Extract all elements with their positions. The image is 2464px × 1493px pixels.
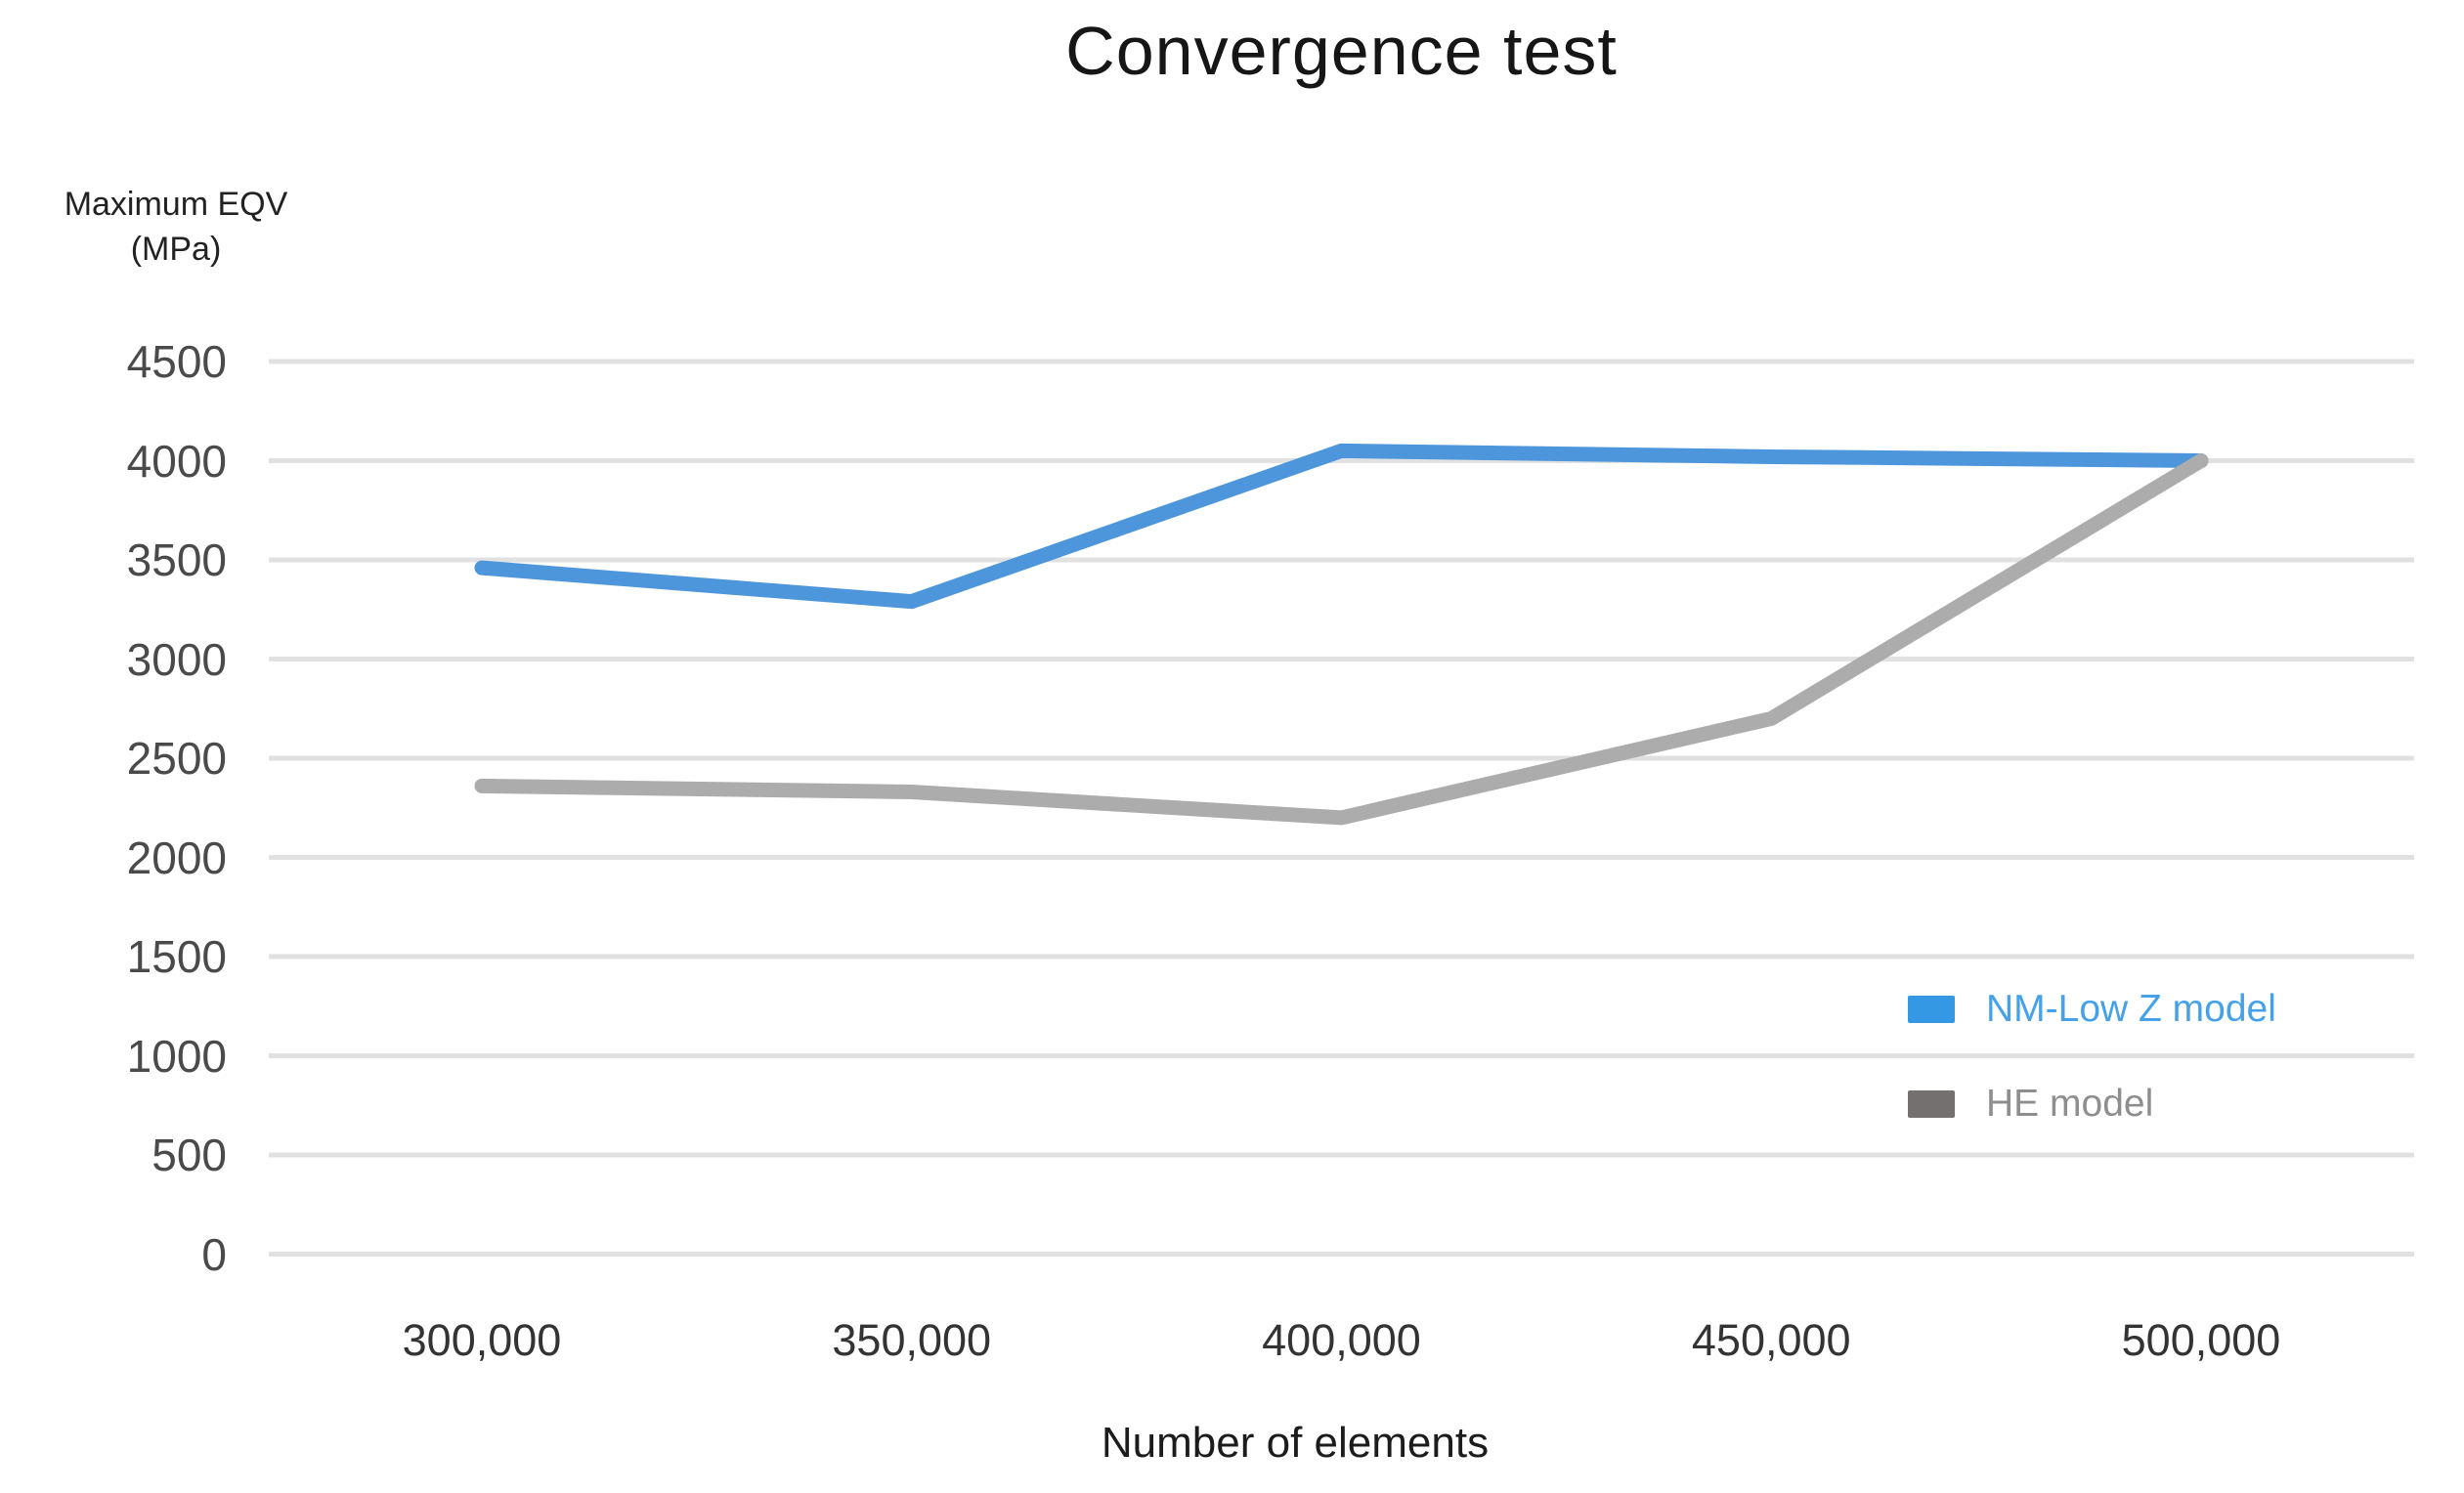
y-tick-label: 1000 [126,1030,227,1082]
legend-label: HE model [1986,1083,2154,1125]
y-tick-label: 2500 [126,733,227,784]
series-line-1 [474,453,2209,826]
legend-item-1: HE model [1908,1080,2276,1129]
legend-swatch-icon [1908,1090,1955,1118]
y-tick-label: 4000 [126,435,227,487]
y-tick-label: 1500 [126,931,227,982]
x-tick-label: 400,000 [1262,1315,1421,1365]
legend: NM-Low Z model HE model [1908,985,2276,1174]
y-tick-label: 3000 [126,633,227,685]
x-tick-label: 450,000 [1691,1315,1851,1365]
y-tick-label: 4500 [126,336,227,387]
x-tick-label: 500,000 [2121,1315,2281,1365]
y-tick-label: 0 [201,1228,227,1280]
legend-label: NM-Low Z model [1986,988,2276,1030]
series-line-0 [474,443,2209,610]
x-axis-title: Number of elements [1101,1419,1490,1467]
y-axis-title: Maximum EQV (MPa) [64,186,288,268]
y-tick-label: 500 [151,1130,227,1180]
y-tick-label: 2000 [126,832,227,883]
x-tick-label: 300,000 [402,1315,562,1365]
legend-item-0: NM-Low Z model [1908,985,2276,1034]
chart-title: Convergence test [1065,13,1618,89]
x-tick-label: 350,000 [832,1315,992,1365]
y-tick-label: 3500 [126,534,227,585]
legend-swatch-icon [1908,996,1955,1023]
